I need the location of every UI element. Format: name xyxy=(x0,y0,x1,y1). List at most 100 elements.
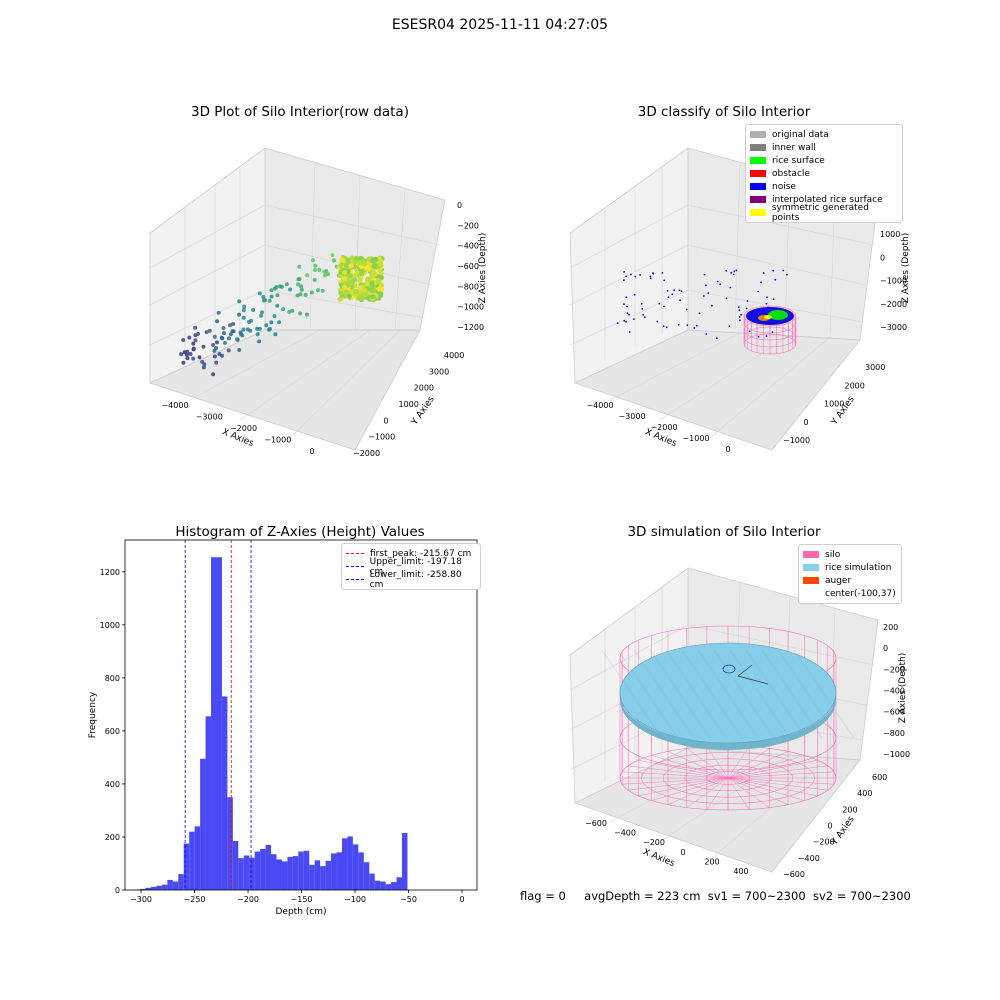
silo-floor-spoke xyxy=(622,777,729,785)
histogram-bar xyxy=(221,696,228,890)
silo-floor-spoke xyxy=(628,777,729,791)
y-tick-label: 4000 xyxy=(444,351,464,360)
legend-swatch xyxy=(750,170,766,177)
silo-floor-spoke xyxy=(686,748,729,779)
y-tick-label: −400 xyxy=(798,854,820,863)
data-point xyxy=(228,332,233,337)
legend-swatch xyxy=(803,590,819,597)
x-tick-label: −3000 xyxy=(618,412,645,421)
x-tick-label: −1000 xyxy=(264,436,291,445)
data-point xyxy=(267,327,271,332)
data-point xyxy=(279,284,284,289)
histogram-bar xyxy=(183,843,190,890)
data-point xyxy=(241,315,246,320)
x-tick-label: −1000 xyxy=(682,434,709,443)
y-axis-label: Frequency xyxy=(88,691,98,738)
silo-floor-spoke xyxy=(651,755,729,779)
noise-point xyxy=(628,313,630,316)
rice-mesh-line xyxy=(633,649,695,739)
legend-entry: noise xyxy=(750,180,898,193)
grid-line xyxy=(189,329,321,401)
data-point xyxy=(363,292,369,298)
histogram-bar xyxy=(232,840,239,890)
noise-point xyxy=(738,309,741,312)
x-tick-label: −4000 xyxy=(161,401,188,410)
data-point xyxy=(269,288,274,293)
silo-floor-spoke xyxy=(727,760,818,779)
silo-floor-spoke xyxy=(727,777,828,791)
data-point xyxy=(261,294,266,299)
silo-floor-spoke xyxy=(667,751,729,779)
data-point xyxy=(357,277,363,284)
data-point xyxy=(337,296,343,302)
rice-surface-top xyxy=(619,642,837,744)
noise-point xyxy=(730,271,733,274)
grid-line xyxy=(569,289,689,346)
legend-swatch xyxy=(750,131,766,138)
data-point xyxy=(201,365,206,370)
y-tick-label: 1000 xyxy=(399,400,419,409)
noise-point xyxy=(772,298,775,301)
silo-floor-spoke xyxy=(727,777,834,785)
noise-point xyxy=(616,322,619,324)
raw-plot-axes-box xyxy=(148,147,446,451)
data-point xyxy=(303,292,308,297)
data-point xyxy=(181,360,186,365)
histogram-bar xyxy=(194,826,201,890)
noise-point xyxy=(652,272,654,275)
rice-mesh-line xyxy=(681,649,743,739)
data-point xyxy=(228,323,233,328)
data-point xyxy=(215,340,219,345)
z-tick-label: 0 xyxy=(457,201,462,210)
rice-mesh-line xyxy=(729,649,791,739)
z-tick-label: −200 xyxy=(457,221,479,230)
data-point xyxy=(179,352,184,357)
data-point xyxy=(352,277,358,283)
data-point xyxy=(287,309,292,314)
histogram-bar xyxy=(352,844,359,890)
noise-point xyxy=(673,289,675,292)
noise-point xyxy=(643,316,646,319)
histogram-bar xyxy=(331,853,337,890)
data-point xyxy=(267,298,272,303)
grid-line xyxy=(659,753,791,843)
histogram-bar xyxy=(303,850,310,890)
grid-line xyxy=(609,332,741,401)
silo-floor-spoke xyxy=(628,765,729,779)
noise-point xyxy=(663,305,665,308)
noise-point xyxy=(630,273,632,276)
data-point xyxy=(235,337,240,342)
raw-plot-title: 3D Plot of Silo Interior(row data) xyxy=(191,104,409,120)
noise-point xyxy=(663,279,666,282)
data-point xyxy=(359,270,365,276)
data-point xyxy=(332,258,337,263)
sv1-text: sv1 = 700~2300 xyxy=(707,889,806,903)
x-tick-label: 400 xyxy=(733,867,748,876)
data-point xyxy=(347,273,353,279)
histogram-plot: −300 −250 −200 −150 −100 −50 0 0 200 400 600 800 100… xyxy=(88,539,478,917)
grid-line xyxy=(569,204,689,269)
noise-point xyxy=(667,296,670,298)
z-tick-label: 1000 xyxy=(880,230,900,239)
noise-point xyxy=(725,269,728,272)
legend-label: rice surface xyxy=(772,155,825,166)
noise-point xyxy=(634,275,637,278)
histogram-bar xyxy=(391,882,397,890)
noise-point xyxy=(765,302,768,305)
noise-point xyxy=(728,325,731,328)
noise-point xyxy=(739,319,741,322)
legend-label: original data xyxy=(772,129,829,140)
data-point xyxy=(376,278,382,284)
legend-label: silo xyxy=(825,549,841,560)
silo-floor-spoke xyxy=(727,777,750,810)
z-axis-label: Z Axies (Depth) xyxy=(478,233,488,304)
legend-swatch xyxy=(803,551,819,558)
legend-swatch xyxy=(750,196,766,203)
data-point xyxy=(193,338,198,343)
data-point xyxy=(353,255,359,261)
noise-point xyxy=(626,312,629,315)
grid-line xyxy=(569,244,689,306)
z-tick-label: −600 xyxy=(457,262,479,271)
legend-swatch xyxy=(346,566,364,567)
legend-entry: auger xyxy=(803,574,897,587)
